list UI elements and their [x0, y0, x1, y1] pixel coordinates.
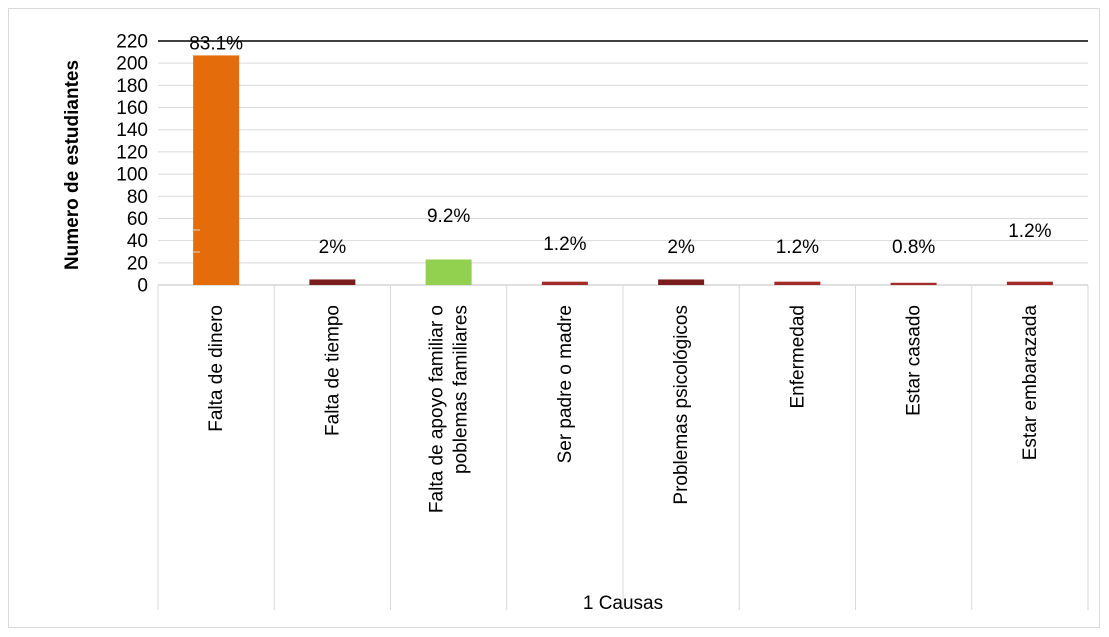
y-tick-label: 20 — [127, 253, 148, 274]
bar — [774, 281, 821, 285]
y-tick-label: 180 — [116, 76, 148, 97]
y-axis-title: Numero de estudiantes — [62, 60, 83, 270]
bar — [658, 279, 705, 285]
bar — [890, 282, 937, 285]
category-label: Falta de tiempo — [322, 305, 343, 436]
y-tick-label: 80 — [127, 187, 148, 208]
bar — [1006, 281, 1053, 285]
y-tick-label: 100 — [116, 165, 148, 186]
data-label: 9.2% — [427, 206, 470, 227]
data-label: 2% — [319, 237, 347, 258]
bar — [309, 279, 356, 285]
chart-area — [8, 8, 1100, 628]
category-label: Falta de apoyo familiar o — [427, 305, 448, 513]
data-label: 83.1% — [189, 33, 243, 54]
y-tick-label: 40 — [127, 231, 148, 252]
category-label: Ser padre o madre — [555, 305, 576, 463]
category-label: Enfermedad — [787, 305, 808, 409]
data-label: 1.2% — [543, 234, 586, 255]
y-tick-label: 140 — [116, 120, 148, 141]
data-label: 0.8% — [892, 237, 935, 258]
y-tick-label: 200 — [116, 54, 148, 75]
bar — [541, 281, 588, 285]
y-tick-label: 60 — [127, 209, 148, 230]
bar — [425, 259, 472, 285]
category-label: Problemas psicológicos — [671, 305, 692, 505]
data-label: 1.2% — [776, 237, 819, 258]
y-tick-label: 0 — [137, 276, 148, 297]
category-label: poblemas familiares — [451, 305, 472, 474]
data-label: 1.2% — [1008, 221, 1051, 242]
y-tick-label: 220 — [116, 32, 148, 53]
category-label: Estar casado — [904, 305, 925, 416]
data-label: 2% — [667, 237, 695, 258]
x-axis-title: 1 Causas — [583, 593, 663, 614]
category-label: Estar embarazada — [1020, 305, 1041, 461]
bar — [193, 55, 240, 285]
category-label: Falta de dinero — [206, 305, 227, 432]
y-tick-label: 120 — [116, 142, 148, 163]
y-tick-label: 160 — [116, 98, 148, 119]
